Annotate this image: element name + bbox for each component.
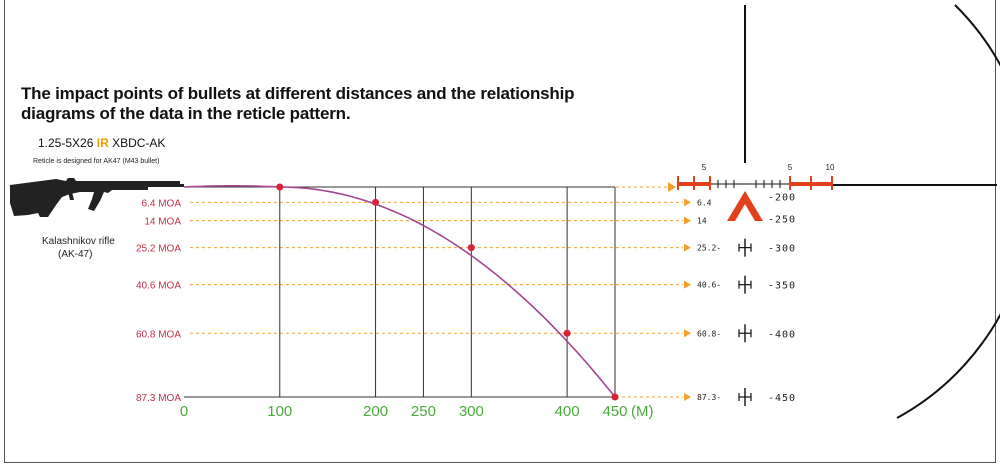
x-tick-label: 400 <box>555 403 580 420</box>
guide-arrow <box>684 198 691 207</box>
x-tick-label: 200 <box>363 403 388 420</box>
reticle-moa-label: 6.4 <box>697 198 712 207</box>
x-tick-label: 0 <box>180 403 188 420</box>
figure-title: The impact points of bullets at differen… <box>21 84 575 123</box>
reticle-range-label: -300 <box>768 244 796 255</box>
reticle-range-label: -250 <box>768 215 796 226</box>
reticle-range-label: -450 <box>768 393 796 404</box>
guide-arrow <box>684 216 691 225</box>
x-tick-label: 100 <box>267 403 292 420</box>
impact-point <box>467 244 475 252</box>
moa-label: 6.4 MOA <box>142 198 182 209</box>
reticle: 6.4 14 25.2- 40.6- 60.8- 87.3- 5 5 10 -200 -250 -30… <box>677 4 1000 419</box>
rifle-caption-model: (AK-47) <box>58 249 93 260</box>
x-tick-label: 450 <box>602 403 627 420</box>
impact-point <box>611 393 619 401</box>
reticle-outer-circle <box>896 4 1000 419</box>
scope-model-suffix: XBDC-AK <box>112 136 166 150</box>
scope-model-ir: IR <box>96 136 109 150</box>
reticle-range-label: -350 <box>768 281 796 292</box>
impact-point <box>276 183 284 191</box>
reticle-moa-label: 87.3- <box>697 393 721 402</box>
x-axis-unit: (M) <box>631 403 654 420</box>
moa-label: 14 MOA <box>144 217 181 228</box>
moa-label: 60.8 MOA <box>136 329 181 340</box>
ak47-silhouette-icon <box>10 178 184 217</box>
reticle-range-label: -400 <box>768 329 796 340</box>
reticle-range-label: -200 <box>768 192 796 203</box>
guide-arrow <box>684 329 691 338</box>
scope-model: 1.25-5X26 IR XBDC-AK <box>38 136 165 150</box>
x-tick-label: 300 <box>459 403 484 420</box>
reticle-moa-label: 60.8- <box>697 329 721 338</box>
reticle-moa-label: 25.2- <box>697 244 721 253</box>
reticle-note: Reticle is designed for AK47 (M43 bullet… <box>33 158 160 165</box>
rifle-caption: Kalashnikov rifle (AK-47) <box>42 235 115 261</box>
reticle-top-scale-right: 5 <box>788 163 793 172</box>
moa-label: 40.6 MOA <box>136 281 181 292</box>
reticle-moa-label: 40.6- <box>697 281 721 290</box>
moa-label: 87.3 MOA <box>136 393 181 404</box>
x-tick-label: 250 <box>411 403 436 420</box>
trajectory <box>183 183 619 401</box>
guide-arrow-zero <box>668 182 676 192</box>
guide-arrow <box>684 243 691 252</box>
trajectory-line <box>183 185 616 398</box>
reticle-top-scale-left: 5 <box>702 163 707 172</box>
guide-arrow <box>684 280 691 289</box>
impact-point <box>372 198 380 206</box>
impact-point <box>563 329 571 337</box>
rifle-caption-name: Kalashnikov rifle <box>42 236 115 247</box>
reticle-moa-label: 14 <box>697 217 707 226</box>
reticle-top-scale-right: 10 <box>826 163 835 172</box>
chart-grid <box>184 186 616 398</box>
figure-frame <box>4 0 996 463</box>
axis-labels: 6.4 MOA 14 MOA 25.2 MOA 40.6 MOA 60.8 MOA 87.… <box>136 198 654 420</box>
scope-model-prefix: 1.25-5X26 <box>38 136 94 150</box>
guide-arrow <box>684 393 691 401</box>
reticle-chevron <box>727 191 763 221</box>
moa-label: 25.2 MOA <box>136 244 181 255</box>
